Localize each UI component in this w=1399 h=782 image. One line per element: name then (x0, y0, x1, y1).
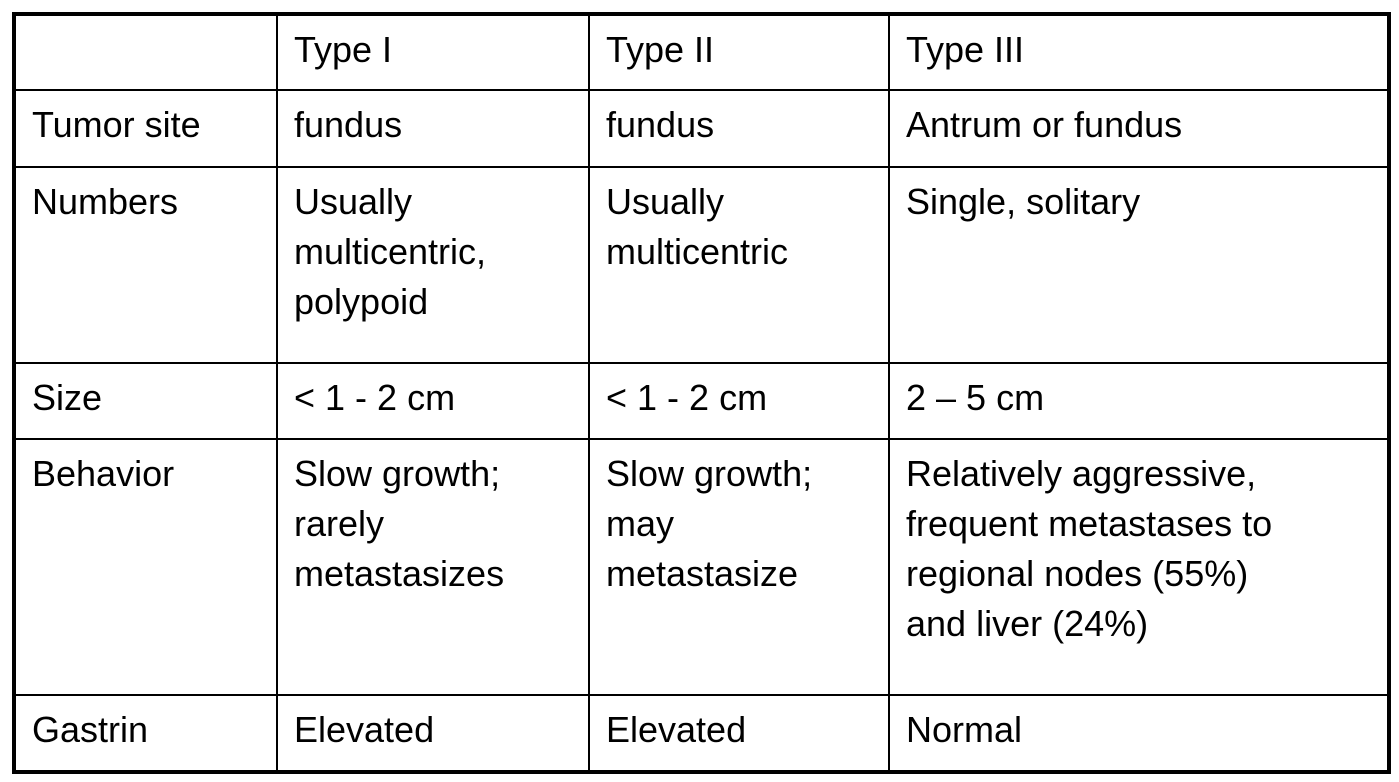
table-cell: Normal (888, 694, 1390, 773)
table-row: Gastrin Elevated Elevated Normal (13, 694, 1390, 773)
cell-text: Size (32, 377, 103, 418)
table-cell: Slow growth; may metastasize (588, 438, 890, 696)
cell-text: rarely (294, 503, 385, 544)
header-cell: Type I (276, 13, 590, 91)
cell-text: Tumor site (32, 104, 201, 145)
table-cell: Behavior (13, 438, 278, 696)
cell-text: and liver (24%) (906, 603, 1149, 644)
cell-text: < 1 - 2 cm (606, 377, 768, 418)
table-cell: < 1 - 2 cm (276, 362, 590, 440)
cell-text: Antrum or fundus (906, 104, 1183, 145)
table-cell: Slow growth; rarely metastasizes (276, 438, 590, 696)
cell-text: Type III (906, 29, 1025, 70)
header-cell (13, 13, 278, 91)
table-row: Type I Type II Type III (13, 13, 1390, 91)
cell-text: multicentric (606, 231, 789, 272)
table-row: Behavior Slow growth; rarely metastasizes Sl… (13, 438, 1390, 696)
table-cell: 2 – 5 cm (888, 362, 1390, 440)
cell-text: may (606, 503, 675, 544)
table-cell: Numbers (13, 166, 278, 364)
cell-text: Elevated (294, 709, 435, 750)
header-cell: Type II (588, 13, 890, 91)
cell-text: Usually (606, 181, 725, 222)
table-body: Type I Type II Type III Tumor site fundus fun… (13, 13, 1390, 773)
cell-text: polypoid (294, 281, 429, 322)
table-row: Tumor site fundus fundus Antrum or fundus (13, 89, 1390, 168)
cell-text: Single, solitary (906, 181, 1141, 222)
table-cell: fundus (588, 89, 890, 168)
cell-text: multicentric, (294, 231, 487, 272)
cell-text: Slow growth; (294, 453, 501, 494)
cell-text: frequent metastases to (906, 503, 1273, 544)
table-cell: Usually multicentric, polypoid (276, 166, 590, 364)
comparison-table: Type I Type II Type III Tumor site fundus fun… (12, 12, 1391, 774)
table-row: Numbers Usually multicentric, polypoid Usual… (13, 166, 1390, 364)
cell-text: Type I (294, 29, 393, 70)
table-cell: Gastrin (13, 694, 278, 773)
cell-text: Normal (906, 709, 1023, 750)
table-row: Size < 1 - 2 cm < 1 - 2 cm 2 – 5 cm (13, 362, 1390, 440)
cell-text: Relatively aggressive, (906, 453, 1257, 494)
cell-text: fundus (294, 104, 403, 145)
table-cell: Tumor site (13, 89, 278, 168)
table-cell: Elevated (276, 694, 590, 773)
cell-text: Type II (606, 29, 715, 70)
cell-text: metastasize (606, 553, 799, 594)
table-cell: Relatively aggressive, frequent metastase… (888, 438, 1390, 696)
header-cell: Type III (888, 13, 1390, 91)
cell-text: 2 – 5 cm (906, 377, 1045, 418)
cell-text: fundus (606, 104, 715, 145)
table-cell: Size (13, 362, 278, 440)
table-cell: < 1 - 2 cm (588, 362, 890, 440)
cell-text: Numbers (32, 181, 179, 222)
table-cell: Elevated (588, 694, 890, 773)
cell-text: regional nodes (55%) (906, 553, 1249, 594)
cell-text: < 1 - 2 cm (294, 377, 456, 418)
table-cell: Antrum or fundus (888, 89, 1390, 168)
table-cell: fundus (276, 89, 590, 168)
table-cell: Usually multicentric (588, 166, 890, 364)
cell-text: Elevated (606, 709, 747, 750)
cell-text: metastasizes (294, 553, 505, 594)
cell-text: Slow growth; (606, 453, 813, 494)
cell-text: Gastrin (32, 709, 149, 750)
cell-text: Usually (294, 181, 413, 222)
cell-text: Behavior (32, 453, 175, 494)
table-cell: Single, solitary (888, 166, 1390, 364)
